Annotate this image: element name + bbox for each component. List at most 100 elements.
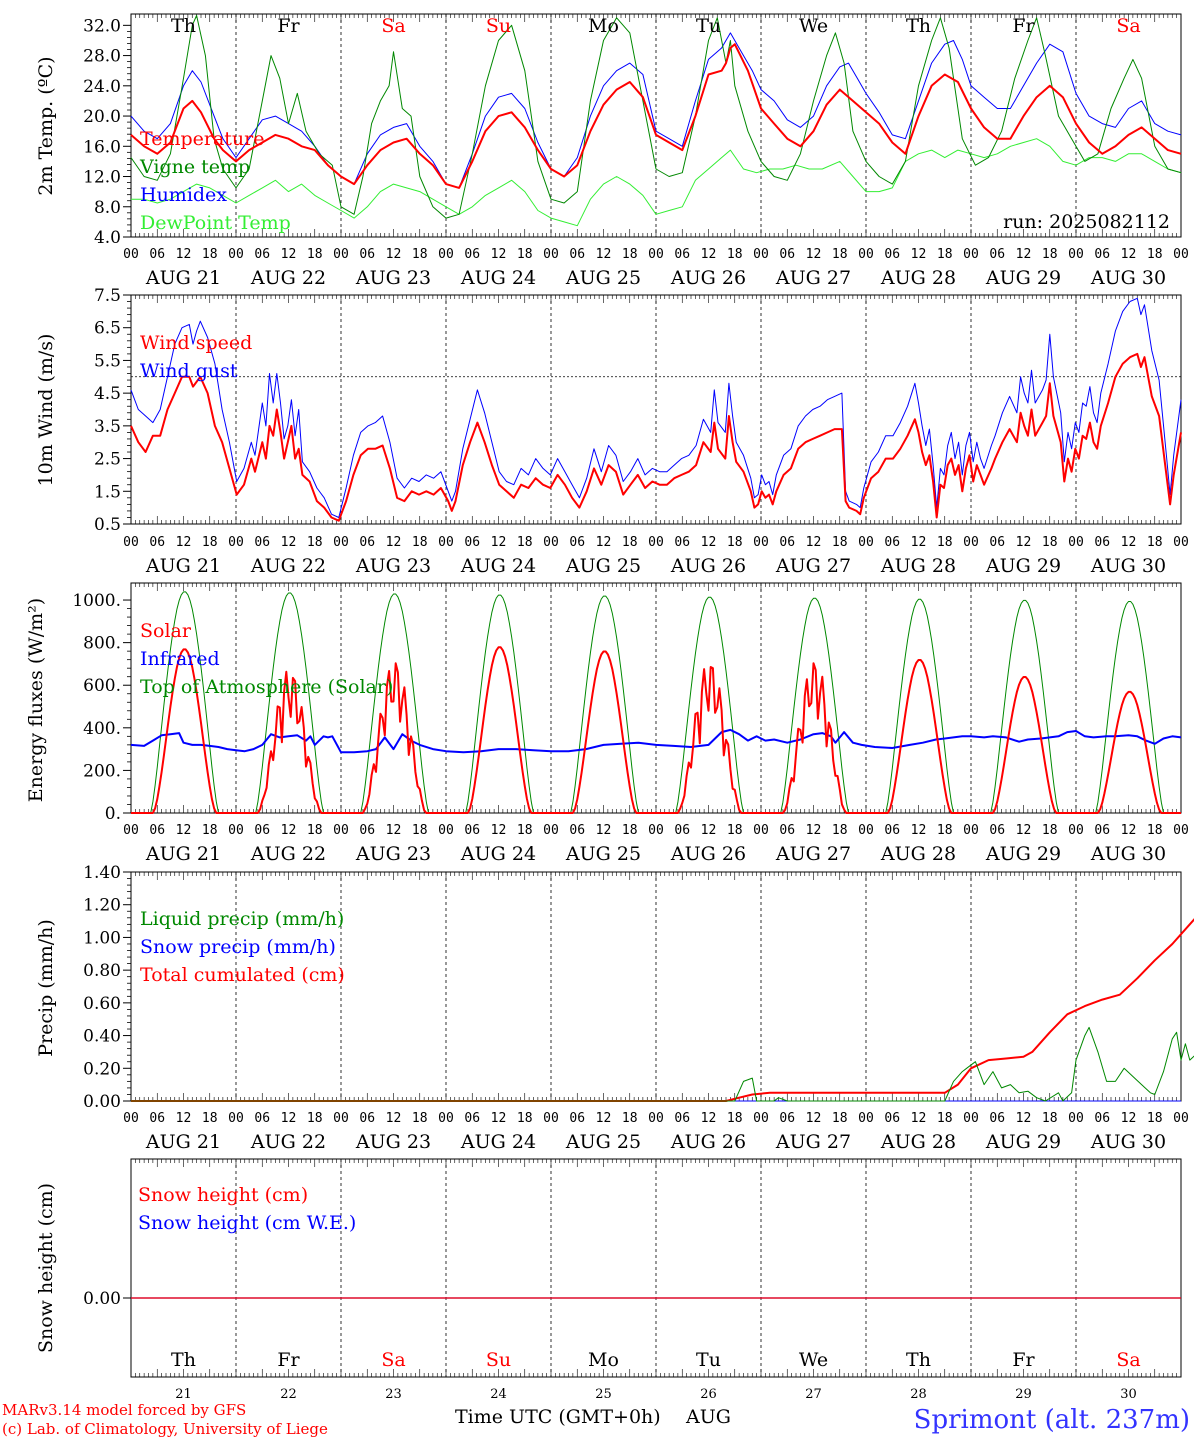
hour-label: 00 [333, 247, 349, 262]
hour-label: 12 [386, 535, 402, 550]
hour-label: 06 [779, 823, 795, 838]
hour-label: 12 [281, 1111, 297, 1126]
date-label: AUG 26 [670, 555, 746, 577]
y-tick-label: 1.40 [83, 863, 121, 883]
hour-label: 06 [1094, 1111, 1110, 1126]
date-label: AUG 23 [355, 843, 431, 865]
legend-toa-solar: Top of Atmosphere (Solar) [140, 676, 393, 698]
day-number-label: 29 [1015, 1387, 1032, 1402]
station-label: Sprimont (alt. 237m) [914, 1405, 1190, 1435]
hour-label: 18 [937, 1111, 953, 1126]
hour-label: 00 [648, 247, 664, 262]
hour-label: 00 [1173, 535, 1189, 550]
wind-ylabel: 10m Wind (m/s) [35, 334, 57, 487]
hour-label: 18 [727, 535, 743, 550]
hour-label: 06 [569, 823, 585, 838]
hour-label: 18 [622, 823, 638, 838]
hour-label: 00 [1173, 247, 1189, 262]
hour-label: 00 [1173, 823, 1189, 838]
y-tick-label: 0.40 [83, 1027, 121, 1047]
hour-label: 12 [701, 247, 717, 262]
hour-label: 00 [543, 535, 559, 550]
hour-label: 12 [701, 535, 717, 550]
hour-label: 00 [333, 535, 349, 550]
y-tick-label: 600. [83, 676, 121, 696]
hour-label: 00 [753, 1111, 769, 1126]
hour-label: 00 [963, 823, 979, 838]
date-label: AUG 28 [880, 555, 956, 577]
date-label: AUG 29 [985, 555, 1061, 577]
hour-label: 12 [806, 247, 822, 262]
weekday-label: We [799, 15, 828, 37]
hour-label: 06 [884, 823, 900, 838]
legend-vigne-temp: Vigne temp [139, 156, 250, 178]
y-tick-label: 0.00 [83, 1092, 121, 1112]
energy-ylabel: Energy fluxes (W/m²) [25, 598, 47, 802]
y-tick-label: 800. [83, 634, 121, 654]
hour-label: 00 [438, 823, 454, 838]
y-tick-label: 12.0 [83, 168, 121, 188]
hour-label: 06 [569, 1111, 585, 1126]
hour-label: 12 [386, 247, 402, 262]
series-infrared [130, 728, 1182, 754]
weekday-label: Th [906, 15, 931, 37]
series-liquid-precip-mm-h- [131, 1026, 1194, 1102]
hour-label: 00 [648, 535, 664, 550]
date-label: AUG 26 [670, 267, 746, 289]
hour-label: 06 [149, 247, 165, 262]
hour-label: 12 [911, 1111, 927, 1126]
hour-label: 12 [1121, 823, 1137, 838]
hour-label: 12 [1016, 823, 1032, 838]
hour-label: 18 [937, 823, 953, 838]
footer: MARv3.14 model forced by GFS (c) Lab. of… [2, 1401, 1190, 1438]
hour-label: 06 [149, 535, 165, 550]
weekday-label: Fr [1012, 1349, 1035, 1371]
legend-temperature: Temperature [140, 128, 264, 150]
weekday-label: Th [171, 15, 196, 37]
weekday-label: Sa [1116, 1349, 1140, 1371]
hour-label: 12 [386, 823, 402, 838]
legend-humidex: Humidex [140, 184, 227, 206]
date-label: AUG 23 [355, 1131, 431, 1153]
hour-label: 06 [779, 535, 795, 550]
hour-label: 18 [202, 1111, 218, 1126]
month-label: AUG [685, 1406, 731, 1428]
hour-label: 18 [517, 1111, 533, 1126]
date-label: AUG 21 [145, 1131, 221, 1153]
model-credit: MARv3.14 model forced by GFS [2, 1401, 246, 1419]
hour-label: 18 [517, 247, 533, 262]
hour-label: 18 [622, 535, 638, 550]
date-label: AUG 23 [355, 555, 431, 577]
hour-label: 18 [622, 247, 638, 262]
hour-label: 00 [648, 1111, 664, 1126]
date-label: AUG 28 [880, 267, 956, 289]
date-label: AUG 21 [145, 555, 221, 577]
hour-label: 12 [491, 535, 507, 550]
hour-label: 06 [674, 1111, 690, 1126]
legend-snow-height-we: Snow height (cm W.E.) [138, 1212, 356, 1234]
hour-label: 18 [1147, 247, 1163, 262]
day-number-label: 23 [385, 1387, 402, 1402]
hour-label: 06 [149, 1111, 165, 1126]
hour-label: 12 [806, 535, 822, 550]
hour-label: 00 [333, 823, 349, 838]
date-label: AUG 29 [985, 1131, 1061, 1153]
weekday-label: Tu [696, 1349, 721, 1371]
hour-label: 06 [884, 535, 900, 550]
hour-label: 06 [989, 247, 1005, 262]
day-number-label: 26 [700, 1387, 717, 1402]
time-axis-label: Time UTC (GMT+0h) [455, 1406, 661, 1428]
hour-label: 00 [438, 535, 454, 550]
hour-label: 18 [622, 1111, 638, 1126]
hour-label: 18 [727, 247, 743, 262]
plot-frame [130, 13, 1182, 238]
weekday-label: Fr [277, 1349, 300, 1371]
weekday-label: Mo [588, 1349, 619, 1371]
hour-label: 00 [1068, 535, 1084, 550]
hour-label: 12 [596, 1111, 612, 1126]
hour-label: 00 [333, 1111, 349, 1126]
hour-label: 12 [701, 823, 717, 838]
y-tick-label: 200. [83, 761, 121, 781]
hour-label: 18 [727, 1111, 743, 1126]
date-label: AUG 22 [250, 843, 326, 865]
